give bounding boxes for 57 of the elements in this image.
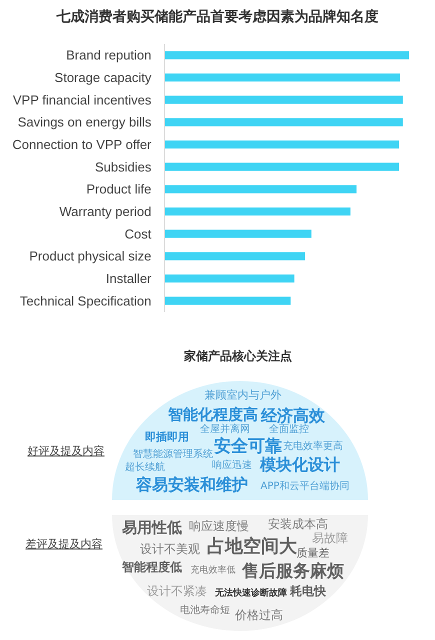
text: 占地空间大 bbox=[207, 536, 297, 557]
text: 兼顾室内与户外 bbox=[204, 388, 282, 402]
text: 响应速度慢 bbox=[189, 519, 249, 533]
y-tick-label: VPP financial incentives bbox=[12, 92, 152, 108]
chart-title: 七成消费者购买储能产品首要考虑因素为品牌知名度 bbox=[56, 8, 378, 25]
text: 电池寿命短 bbox=[180, 605, 230, 616]
text: 易故障 bbox=[312, 531, 348, 545]
text: 家储产品核心关注点 bbox=[184, 349, 292, 363]
text: 容易安装和维护 bbox=[136, 475, 248, 494]
bar bbox=[165, 252, 306, 260]
bar bbox=[165, 118, 403, 126]
bar bbox=[165, 185, 357, 194]
text: 超长续航 bbox=[125, 462, 165, 473]
text: 安全可靠 bbox=[214, 436, 282, 456]
y-tick-label: Connection to VPP offer bbox=[12, 137, 152, 152]
y-tick-label: Storage capacity bbox=[54, 70, 152, 86]
bar bbox=[165, 51, 409, 60]
text: 智能化程度高 bbox=[168, 406, 258, 424]
text: 全屋并离网 bbox=[200, 424, 250, 435]
bar bbox=[165, 296, 291, 305]
text: 无法快速诊断故障 bbox=[215, 588, 287, 598]
bar bbox=[165, 96, 403, 104]
text: 充电效率更高 bbox=[283, 441, 343, 452]
text: 设计不紧凑 bbox=[147, 584, 207, 598]
y-tick-label: Product life bbox=[86, 182, 152, 197]
text: 智能程度低 bbox=[122, 560, 182, 574]
text: 好评及提及内容 bbox=[28, 444, 104, 458]
y-tick-label: Product physical size bbox=[29, 248, 152, 264]
y-tick-label: Savings on energy bills bbox=[18, 114, 152, 130]
text: 易用性低 bbox=[122, 518, 182, 536]
y-tick-label: Cost bbox=[124, 226, 152, 242]
text: 耗电快 bbox=[290, 584, 326, 598]
bar bbox=[165, 73, 400, 82]
y-tick-label: Brand repution bbox=[66, 48, 152, 63]
bar bbox=[165, 274, 294, 283]
bar bbox=[165, 207, 350, 216]
text: 智慧能源管理系统 bbox=[133, 449, 213, 460]
text: 差评及提及内容 bbox=[26, 538, 102, 550]
text: 安装成本高 bbox=[268, 517, 328, 531]
text: 模块化设计 bbox=[260, 455, 340, 474]
y-tick-label: Subsidies bbox=[95, 159, 152, 174]
text: 售后服务麻烦 bbox=[242, 562, 344, 582]
text: 全面监控 bbox=[269, 424, 309, 435]
text: 价格过高 bbox=[235, 608, 283, 622]
bar bbox=[165, 140, 399, 149]
text: 经济高效 bbox=[261, 406, 325, 425]
text: 即插即用 bbox=[145, 430, 189, 444]
bar bbox=[165, 230, 312, 238]
text: 响应迅速 bbox=[212, 460, 252, 471]
text: 质量差 bbox=[296, 546, 330, 560]
y-tick-label: Warranty period bbox=[59, 204, 152, 220]
text: 充电效率低 bbox=[190, 566, 236, 576]
y-tick-label: Installer bbox=[106, 271, 152, 286]
text: APP和云平台端协同 bbox=[260, 481, 350, 492]
bar bbox=[165, 162, 399, 171]
text: 设计不美观 bbox=[140, 542, 200, 556]
y-tick-label: Technical Specification bbox=[20, 293, 152, 308]
